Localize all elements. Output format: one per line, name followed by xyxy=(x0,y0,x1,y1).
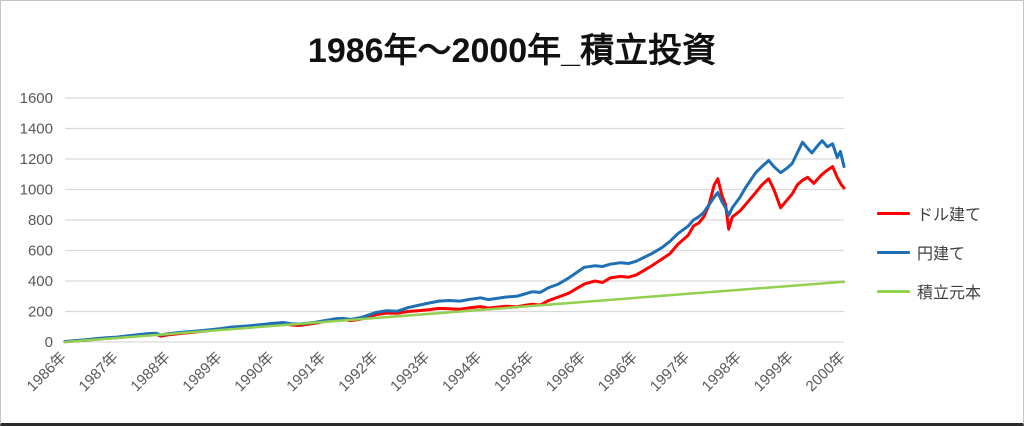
series-line-dollar xyxy=(63,165,846,344)
legend-line-yen-icon xyxy=(877,250,910,254)
x-axis-label-11: 1996年 xyxy=(595,349,641,395)
y-axis-label-800: 800 xyxy=(28,212,53,229)
y-axis-label-200: 200 xyxy=(28,304,53,321)
x-axis-label-2: 1988年 xyxy=(127,349,173,395)
x-axis-label-9: 1995年 xyxy=(491,349,537,395)
x-axis-label-15: 2000年 xyxy=(803,349,849,395)
y-axis-label-0: 0 xyxy=(45,334,53,351)
legend-item-dollar: ドル建て xyxy=(877,203,982,224)
y-axis-label-400: 400 xyxy=(28,273,53,290)
y-axis-label-1000: 1000 xyxy=(20,182,53,199)
x-axis-label-10: 1996年 xyxy=(543,349,589,395)
x-axis-label-8: 1994年 xyxy=(439,349,485,395)
x-axis-label-6: 1992年 xyxy=(335,349,381,395)
legend-label-dollar: ドル建て xyxy=(917,207,982,224)
legend-label-principal: 積立元本 xyxy=(917,285,982,302)
chart-title: 1986年〜2000年_積立投資 xyxy=(307,32,717,70)
x-axis-label-7: 1993年 xyxy=(387,349,433,395)
x-axis-label-4: 1990年 xyxy=(231,349,277,395)
legend: ドル建て 円建て 積立元本 xyxy=(877,203,981,320)
legend-item-yen: 円建て xyxy=(877,242,981,263)
series-line-principal xyxy=(63,280,846,344)
x-axis-label-3: 1989年 xyxy=(179,349,225,395)
y-axis-label-1200: 1200 xyxy=(20,151,53,168)
y-axis-label-1400: 1400 xyxy=(20,121,53,138)
x-axis-label-5: 1991年 xyxy=(283,349,329,395)
y-axis-label-1600: 1600 xyxy=(20,90,53,107)
series-line-yen xyxy=(63,139,846,343)
x-axis-label-13: 1998年 xyxy=(699,349,745,395)
x-axis-label-12: 1997年 xyxy=(647,349,693,395)
legend-line-dollar-icon xyxy=(877,211,910,215)
x-axis-label-14: 1999年 xyxy=(751,349,797,395)
y-axis-label-600: 600 xyxy=(28,243,53,260)
legend-line-principal-icon xyxy=(877,289,910,293)
legend-item-principal: 積立元本 xyxy=(877,281,982,302)
x-axis-label-1: 1987年 xyxy=(76,349,122,395)
x-axis-label-0: 1986年 xyxy=(24,349,70,395)
legend-label-yen: 円建て xyxy=(917,246,966,263)
